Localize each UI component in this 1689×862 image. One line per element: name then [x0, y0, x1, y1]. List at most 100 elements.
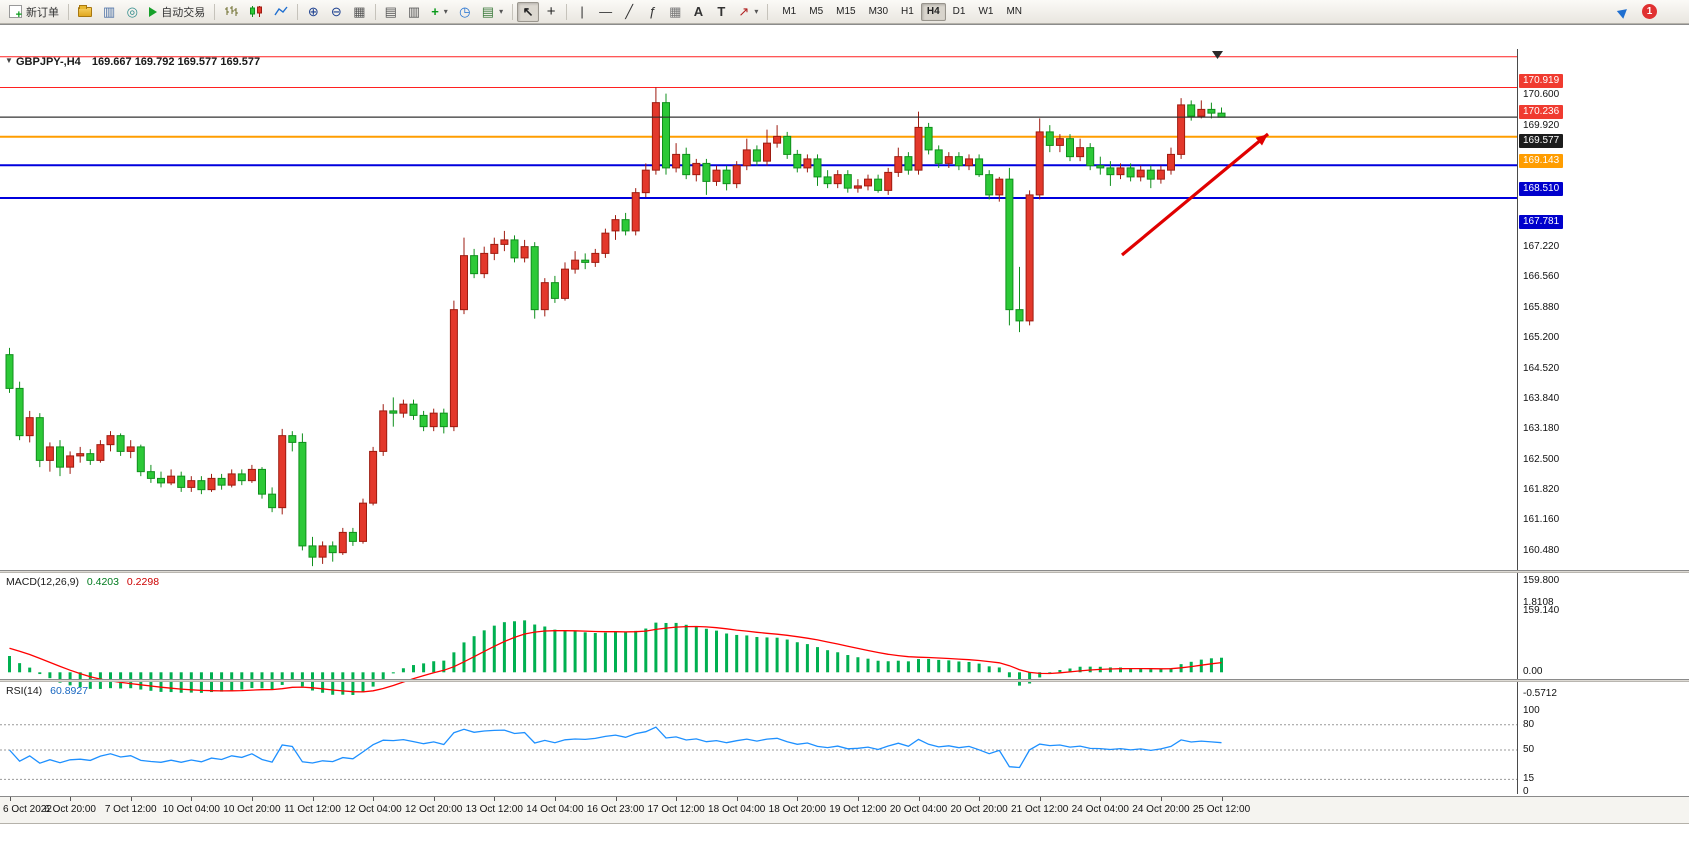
candle [1035, 131, 1044, 196]
cascade-windows-button[interactable]: ▤ [380, 2, 402, 22]
autotrading-button[interactable]: 自动交易 [144, 2, 210, 22]
crosshair-tool-button[interactable]: + [540, 2, 562, 22]
trend-arrow-annotation [1120, 132, 1270, 257]
notifications-badge[interactable]: 1 [1642, 4, 1657, 19]
candle [308, 545, 317, 558]
pane-divider[interactable] [0, 570, 1689, 573]
price-badge-168.510: 168.510 [1519, 182, 1564, 197]
rsi-pane[interactable] [0, 706, 1517, 794]
candle [1156, 169, 1165, 180]
candle [1076, 147, 1085, 158]
line-chart-button[interactable] [269, 2, 293, 22]
candle [722, 169, 731, 185]
fibonacci-tool-button[interactable]: ƒ [641, 2, 663, 22]
timeframe-mn[interactable]: MN [1006, 6, 1022, 17]
zoom-out-button[interactable]: ⊖ [325, 2, 347, 22]
horizontal-line-tool-button[interactable]: — [594, 2, 617, 22]
candle [470, 255, 479, 275]
time-tick [1039, 797, 1041, 801]
pointer-icon[interactable] [1616, 4, 1631, 19]
arrange-windows-button[interactable]: ▥ [403, 2, 425, 22]
price-axis[interactable]: 170.600 169.920 167.220 166.560 165.880 165.2… [1517, 49, 1689, 797]
timeframe-d1[interactable]: D1 [952, 6, 966, 17]
timeframe-h4[interactable]: H4 [920, 2, 946, 21]
time-tick [857, 797, 859, 801]
vertical-line-tool-button[interactable]: | [571, 2, 593, 22]
cursor-tool-button[interactable]: ↖ [517, 1, 540, 22]
timeframe-m30[interactable]: M30 [868, 6, 889, 17]
candle [460, 255, 468, 311]
time-tick [797, 797, 799, 801]
navigator-button[interactable]: ◎ [121, 2, 143, 22]
time-label: 20 Oct 20:00 [950, 804, 1008, 815]
time-axis[interactable]: 6 Oct 2022 6 Oct 20:00 7 Oct 12:00 10 Oct 0… [0, 796, 1689, 824]
time-label: 16 Oct 23:00 [586, 804, 645, 815]
data-window-button[interactable]: ▥ [98, 2, 120, 22]
candle [45, 446, 54, 461]
candle [682, 153, 691, 176]
bar-chart-button[interactable] [219, 2, 243, 22]
candle [1167, 153, 1175, 171]
main-chart-pane[interactable] [0, 50, 1517, 594]
candle [227, 473, 236, 486]
candle [540, 282, 549, 311]
candle [1136, 169, 1145, 178]
indicators-button[interactable]: ▤ ▾ [477, 2, 508, 22]
text-tool-button[interactable]: A [687, 2, 709, 22]
timeframe-h1[interactable]: H1 [901, 6, 914, 17]
candle [853, 185, 862, 189]
pane-divider[interactable] [0, 679, 1689, 682]
candle [258, 468, 266, 495]
price-badge-170.236: 170.236 [1519, 104, 1564, 119]
candle [631, 192, 640, 232]
macd-signal-value: 0.2298 [126, 576, 160, 588]
rsi-axis-label: 0 [1523, 786, 1529, 797]
toolbar-separator [767, 3, 769, 20]
price-tick: 165.200 [1523, 332, 1560, 344]
arrows-tool-button[interactable]: ↗ ▾ [733, 2, 763, 22]
timeframe-m15[interactable]: M15 [836, 6, 856, 17]
candle [389, 410, 398, 414]
label-icon: T [717, 4, 726, 19]
one-click-trading-toggle[interactable]: ▼ [5, 56, 13, 65]
price-tick: 159.800 [1523, 575, 1560, 587]
price-tick: 167.220 [1523, 241, 1560, 253]
new-chart-button[interactable]: + ▾ [426, 2, 453, 22]
timeframe-w1[interactable]: W1 [978, 6, 994, 17]
price-badge-167.781: 167.781 [1519, 215, 1564, 229]
price-tick: 163.840 [1523, 393, 1560, 405]
candle [621, 219, 630, 232]
arrows-icon: ↗ [738, 4, 750, 19]
trend-arrow-head [1255, 134, 1268, 146]
metaeditor-button[interactable] [73, 2, 97, 22]
time-label: 10 Oct 04:00 [162, 804, 220, 815]
macd-name: MACD(12,26,9) [6, 576, 79, 588]
candle [651, 102, 660, 171]
toolbar-separator [512, 3, 514, 20]
time-tick [676, 797, 678, 801]
candle [409, 403, 418, 416]
time-label: 19 Oct 12:00 [829, 804, 887, 815]
candle [56, 446, 64, 468]
time-tick [9, 797, 11, 801]
candle [197, 480, 206, 491]
timeframe-m1[interactable]: M1 [782, 6, 797, 17]
macd-pane[interactable] [0, 597, 1517, 703]
grid-tool-button[interactable]: ▦ [664, 2, 686, 22]
rsi-axis-label: 80 [1523, 718, 1535, 730]
candle [136, 446, 145, 473]
label-tool-button[interactable]: T [710, 2, 732, 22]
candle [1146, 169, 1155, 180]
crosshair-icon: + [546, 3, 556, 20]
candlestick-chart-button[interactable] [244, 2, 268, 22]
zoom-in-button[interactable]: ⊕ [302, 2, 324, 22]
trendline-tool-button[interactable]: ╱ [618, 2, 640, 22]
time-label: 20 Oct 04:00 [889, 804, 948, 815]
tile-windows-button[interactable]: ▦ [348, 2, 370, 22]
period-clock-button[interactable]: ◷ [454, 2, 476, 22]
metaeditor-icon [78, 4, 92, 17]
data-window-icon: ▥ [103, 4, 116, 19]
new-order-button[interactable]: 新订单 [4, 2, 64, 22]
candle [783, 135, 792, 155]
timeframe-m5[interactable]: M5 [809, 6, 824, 17]
